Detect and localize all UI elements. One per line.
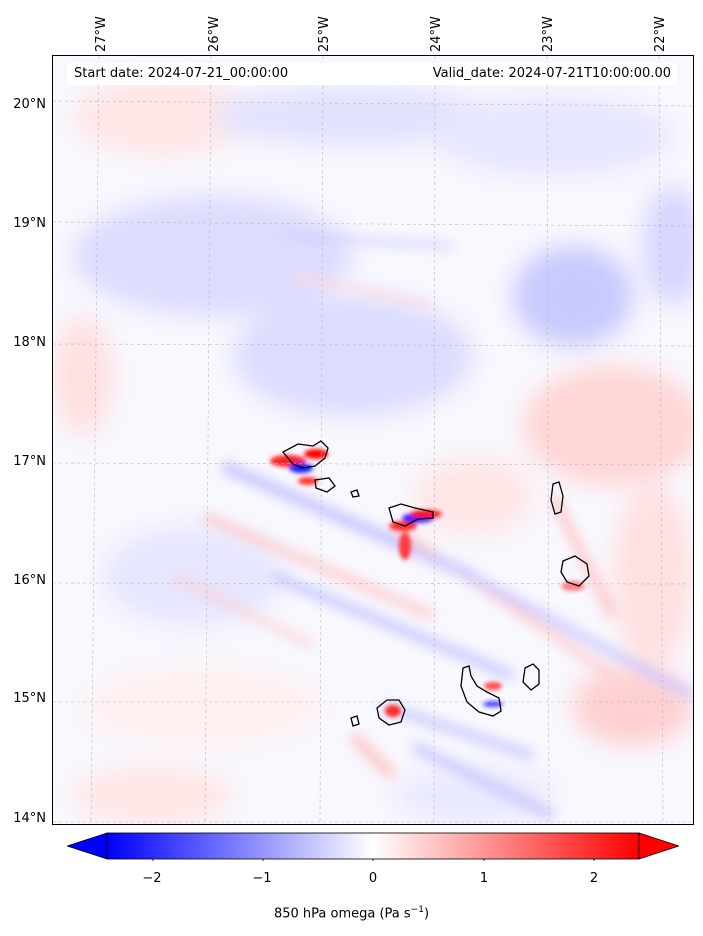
coastlines (281, 440, 590, 727)
info-box: Start date: 2024-07-21_00:00:00 Valid_da… (67, 63, 677, 85)
lon-label: 27°W (94, 16, 109, 52)
colorbar-extend-min (65, 832, 108, 860)
colorbar (65, 831, 681, 865)
lat-label: 15°N (13, 691, 46, 706)
colorbar-tick-label: −2 (142, 871, 162, 886)
lat-label: 20°N (13, 97, 46, 112)
island-sao-nicolau (388, 503, 434, 527)
lon-label: 26°W (207, 16, 222, 52)
island-sal (550, 481, 564, 515)
graticule (53, 56, 693, 824)
lat-label: 17°N (13, 454, 46, 469)
lat-label: 19°N (13, 216, 46, 231)
colorbar-tick-label: 2 (589, 871, 599, 886)
colorbar-extend-max (638, 832, 681, 860)
island-santiago (460, 665, 502, 717)
island-maio (522, 663, 540, 691)
colorbar-svg (65, 832, 681, 863)
island-sao-vicente (314, 477, 336, 493)
island-brava (350, 715, 360, 727)
lat-label: 18°N (13, 335, 46, 350)
lat-label: 14°N (13, 811, 46, 826)
colorbar-tick-label: 1 (479, 871, 489, 886)
broad-field (53, 76, 693, 824)
colorbar-tick-label: 0 (368, 871, 378, 886)
island-boa-vista (560, 555, 590, 587)
lon-label: 23°W (541, 16, 556, 52)
island-santo-antao (281, 440, 329, 469)
colorbar-label: 850 hPa omega (Pa s−1) (0, 905, 703, 921)
colorbar-gradient (106, 832, 640, 860)
colorbar-tick-label: −1 (252, 871, 272, 886)
island-santa-luzia (350, 489, 360, 498)
lat-label: 16°N (13, 573, 46, 588)
wave-streaks (171, 233, 693, 821)
colorbar-label-end: ) (423, 906, 430, 922)
valid-date-label: Valid_date: 2024-07-21T10:00:00.00 (432, 66, 671, 81)
colorbar-label-text: 850 hPa omega (Pa s (273, 906, 411, 922)
lon-label: 25°W (317, 16, 332, 52)
island-fogo (376, 699, 406, 726)
colorbar-label-exponent: −1 (410, 905, 424, 915)
map-panel (52, 55, 694, 825)
start-date-label: Start date: 2024-07-21_00:00:00 (74, 66, 289, 81)
lon-label: 22°W (653, 16, 668, 52)
lon-label: 24°W (429, 16, 444, 52)
omega-field-map (53, 56, 693, 824)
